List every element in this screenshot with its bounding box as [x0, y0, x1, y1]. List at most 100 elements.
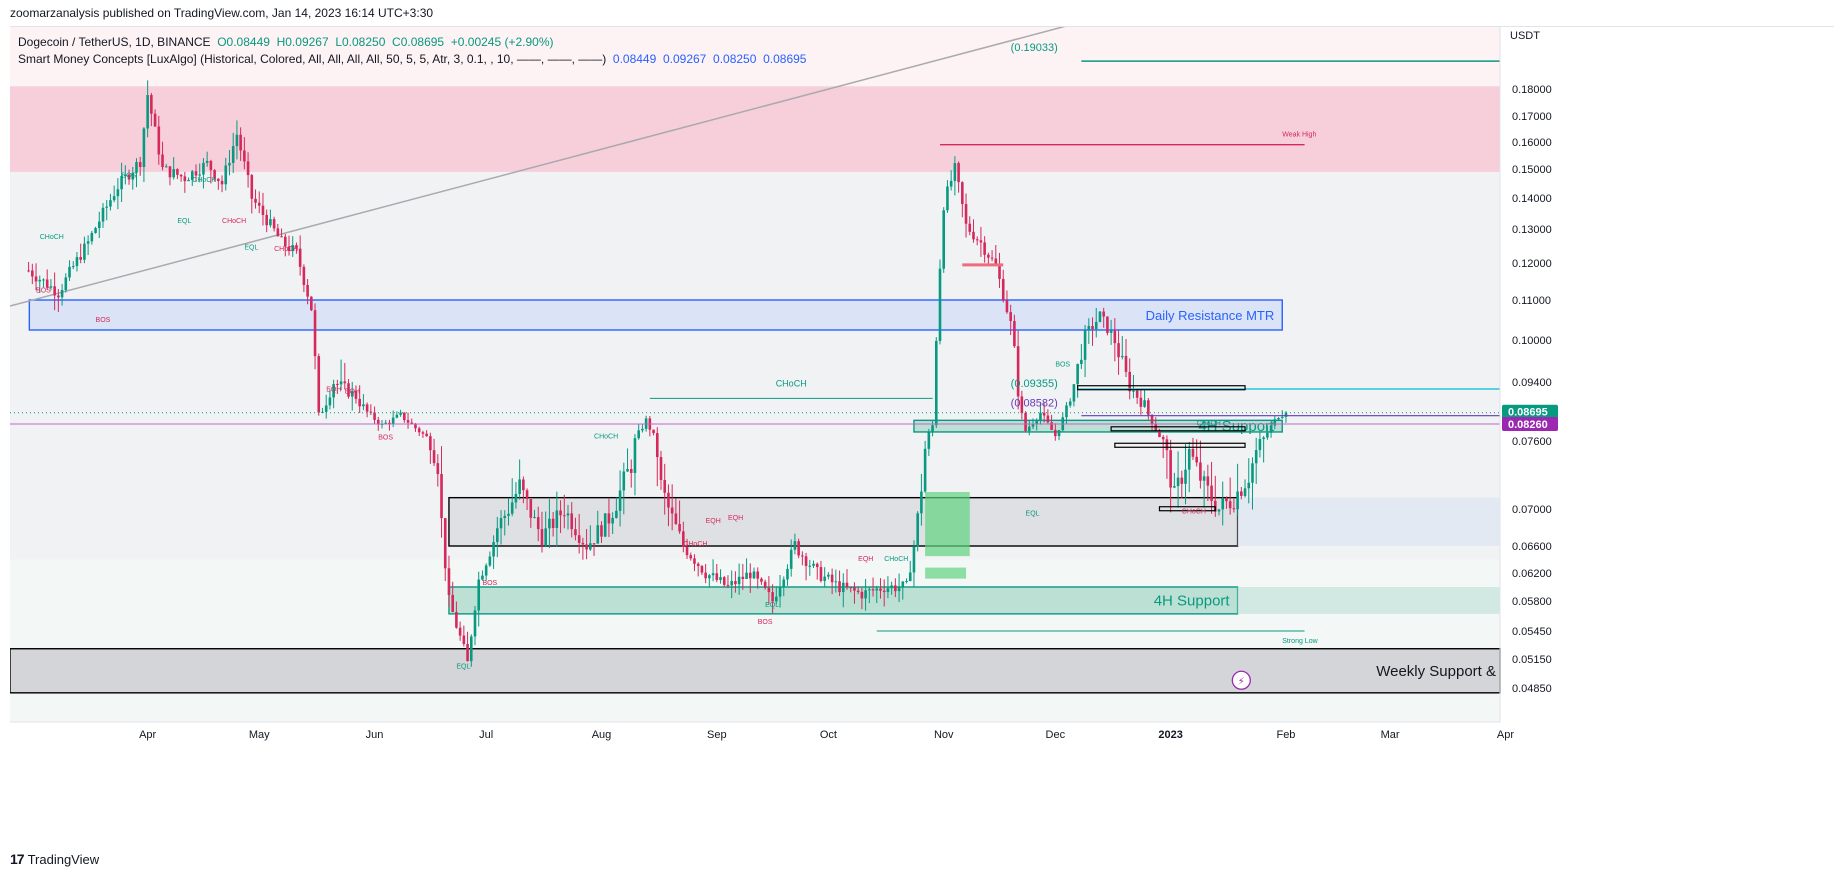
- candle-body: [726, 584, 730, 586]
- candle-body: [1039, 412, 1042, 421]
- chart-legend: Dogecoin / TetherUS, 1D, BINANCE O0.0844…: [18, 34, 806, 68]
- time-tick: Aug: [592, 729, 612, 741]
- candle-body: [295, 245, 298, 249]
- tradingview-brand[interactable]: TradingView: [27, 851, 100, 867]
- candle-body: [525, 490, 529, 500]
- candle-body: [161, 154, 164, 168]
- candle-body: [540, 529, 544, 546]
- candle-body: [1247, 482, 1251, 489]
- candle-body: [1068, 401, 1072, 406]
- candle-body: [629, 468, 633, 473]
- candle-body: [655, 433, 659, 458]
- indicator-row[interactable]: Smart Money Concepts [LuxAlgo] (Historic…: [18, 51, 806, 68]
- candle-body: [804, 556, 808, 566]
- candle-body: [1217, 509, 1221, 512]
- candle-body: [429, 436, 432, 451]
- candle-body: [228, 162, 231, 166]
- candle-body: [763, 581, 767, 588]
- 4h-support-upper[interactable]: [913, 419, 1283, 433]
- smc-label: CHoCH: [222, 218, 246, 225]
- candle-body: [853, 587, 856, 591]
- candle-body: [741, 576, 745, 579]
- indicator-name[interactable]: Smart Money Concepts [LuxAlgo] (Historic…: [18, 52, 607, 66]
- supply-zone-top[interactable]: [10, 86, 1500, 172]
- candle-body: [603, 513, 607, 537]
- price-tick: 0.12000: [1512, 258, 1552, 270]
- candle-body: [34, 276, 38, 282]
- symbol-row[interactable]: Dogecoin / TetherUS, 1D, BINANCE O0.0844…: [18, 34, 806, 51]
- smc-label: CHoCH: [274, 246, 298, 253]
- candle-body: [75, 257, 79, 267]
- candle-body: [1072, 384, 1076, 402]
- candle-body: [1199, 462, 1202, 481]
- candle-body: [83, 243, 86, 260]
- candle-body: [90, 232, 94, 242]
- candle-body: [503, 515, 507, 519]
- candle-body: [391, 417, 395, 424]
- smc-label: EQL: [1026, 510, 1040, 517]
- candle-body: [250, 175, 254, 199]
- candle-body: [1009, 312, 1012, 322]
- candle-body: [1277, 417, 1280, 420]
- smc-label: BOS: [482, 580, 497, 587]
- candle-body: [871, 589, 875, 591]
- price-tick: 0.10000: [1512, 335, 1552, 347]
- time-tick: May: [249, 729, 270, 741]
- lightning-icon[interactable]: [1231, 670, 1251, 690]
- candle-body: [109, 200, 112, 207]
- candle-body: [745, 572, 748, 579]
- candle-body: [1236, 491, 1239, 510]
- candle-body: [376, 419, 380, 425]
- candle-body: [548, 518, 551, 529]
- candle-body: [715, 573, 719, 580]
- candle-body: [235, 134, 239, 147]
- candle-body: [711, 573, 715, 576]
- candle-body: [823, 576, 826, 581]
- candle-body: [1206, 476, 1210, 486]
- candle-body: [1228, 501, 1232, 509]
- candle-body: [362, 404, 365, 407]
- weekly-support[interactable]: [10, 648, 1501, 694]
- candle-body: [622, 471, 626, 491]
- black-box-mid[interactable]: [448, 496, 1239, 547]
- candle-body: [551, 518, 555, 529]
- candle-body: [1031, 423, 1035, 427]
- candle-body: [652, 429, 655, 434]
- candle-body: [577, 535, 581, 543]
- candle-body: [1210, 485, 1213, 501]
- smc-label: EQH: [858, 556, 873, 563]
- candle-body: [473, 610, 477, 637]
- candle-body: [395, 414, 399, 418]
- candle-body: [417, 428, 421, 433]
- candle-body: [793, 541, 797, 550]
- candle-body: [53, 286, 56, 296]
- trendline[interactable]: [10, 27, 1078, 307]
- candle-body: [499, 518, 503, 529]
- candle-body: [466, 644, 469, 662]
- candle-body: [529, 499, 533, 518]
- candle-body: [1102, 311, 1105, 317]
- candle-body: [786, 568, 789, 580]
- candle-body: [440, 474, 443, 519]
- candle-body: [585, 544, 588, 550]
- tradingview-logo-icon[interactable]: 17: [10, 851, 25, 867]
- symbol-name[interactable]: Dogecoin / TetherUS, 1D, BINANCE: [18, 35, 211, 49]
- candle-body: [897, 587, 901, 592]
- candle-body: [388, 422, 391, 424]
- candle-body: [923, 448, 927, 492]
- candle-body: [767, 587, 771, 593]
- publish-line: zoomarzanalysis published on TradingView…: [10, 6, 434, 20]
- candle-body: [209, 160, 213, 171]
- candle-body: [1117, 343, 1120, 358]
- candle-body: [257, 202, 261, 206]
- smc-label: CHoCH: [192, 177, 216, 184]
- candle-body: [116, 189, 120, 197]
- candle-body: [384, 422, 388, 424]
- daily-resistance[interactable]: [28, 299, 1283, 331]
- smc-label: EQH: [706, 518, 721, 525]
- chart-frame[interactable]: Daily Resistance MTR 4H Support 4H Support…: [10, 26, 1834, 843]
- price-tick: 0.05450: [1512, 626, 1552, 638]
- candle-body: [775, 596, 778, 602]
- candle-body: [120, 176, 123, 190]
